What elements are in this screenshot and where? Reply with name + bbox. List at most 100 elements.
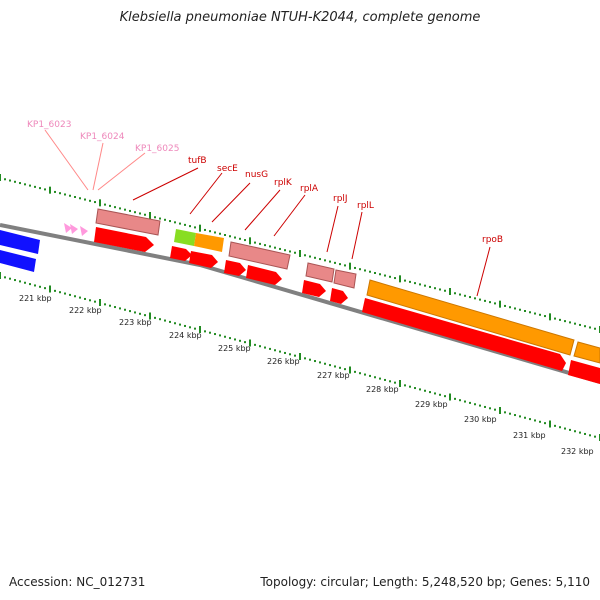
minor-tick [79, 197, 81, 200]
feature-rpoC-orange [573, 341, 600, 364]
major-tick [199, 326, 201, 333]
minor-tick [444, 289, 446, 292]
minor-tick [239, 237, 241, 240]
minor-tick [324, 362, 326, 365]
minor-tick [24, 183, 26, 186]
minor-tick [494, 302, 496, 305]
minor-tick [189, 326, 191, 329]
major-tick [49, 285, 51, 293]
minor-tick [304, 254, 306, 257]
minor-tick [334, 365, 336, 368]
minor-tick [519, 415, 521, 418]
gene-label-rplA: rplA [300, 184, 319, 194]
minor-tick [224, 234, 226, 236]
minor-tick [559, 318, 561, 321]
minor-tick [439, 288, 441, 291]
major-tick [149, 212, 151, 219]
minor-tick [389, 275, 391, 278]
minor-tick [194, 226, 196, 229]
minor-tick [319, 361, 321, 364]
minor-tick [59, 291, 61, 294]
minor-tick [294, 251, 296, 254]
minor-tick [574, 322, 576, 325]
minor-tick [4, 178, 6, 181]
minor-tick [424, 389, 426, 392]
minor-tick [69, 194, 71, 197]
gene-label-KP1_6023: KP1_6023 [27, 120, 71, 130]
kbp-axis-labels: 221 kbp 222 kbp 223 kbp 224 kbp 225 kbp … [19, 294, 594, 456]
minor-tick [434, 392, 436, 395]
minor-tick [379, 377, 381, 380]
gene-label-rplL: rplL [357, 201, 374, 211]
minor-tick [429, 391, 431, 394]
minor-tick [94, 201, 96, 204]
minor-tick [144, 213, 146, 216]
minor-tick [184, 324, 186, 327]
minor-tick [254, 241, 256, 244]
minor-tick [309, 255, 311, 258]
minor-tick [34, 185, 36, 188]
minor-tick [274, 349, 276, 352]
major-tick [349, 262, 351, 270]
minor-tick [14, 279, 16, 282]
minor-tick [204, 228, 206, 231]
minor-tick [214, 333, 216, 336]
cds-rplA [246, 265, 282, 285]
minor-tick [214, 231, 216, 234]
minor-tick [189, 225, 191, 228]
minor-tick [174, 322, 176, 325]
upper-tick-track [0, 174, 600, 333]
minor-tick [124, 308, 126, 311]
minor-tick [364, 269, 366, 272]
kbp-label: 224 kbp [169, 331, 202, 340]
minor-tick [29, 283, 31, 286]
minor-tick [319, 258, 321, 261]
gene-label-KP1_6025: KP1_6025 [135, 144, 179, 154]
minor-tick [444, 395, 446, 398]
minor-tick [474, 403, 476, 406]
minor-tick [504, 304, 506, 307]
minor-tick [394, 277, 396, 280]
kbp-label: 223 kbp [119, 318, 152, 327]
minor-tick [259, 345, 261, 348]
minor-tick [274, 246, 276, 249]
minor-tick [574, 430, 576, 433]
minor-tick [159, 318, 161, 321]
minor-tick [324, 259, 326, 262]
kbp-label: 226 kbp [267, 357, 300, 366]
minor-tick [79, 296, 81, 299]
major-tick [49, 186, 51, 194]
minor-tick [424, 284, 426, 287]
minor-tick [404, 279, 406, 282]
minor-tick [589, 434, 591, 437]
gene-label-KP1_6024: KP1_6024 [80, 132, 125, 142]
minor-tick [159, 217, 161, 220]
minor-tick [374, 376, 376, 379]
minor-tick [309, 358, 311, 361]
minor-tick [479, 298, 481, 301]
minor-tick [234, 338, 236, 341]
minor-tick [289, 353, 291, 356]
minor-tick [89, 199, 91, 202]
minor-tick [414, 282, 416, 285]
accession-text: Accession: NC_012731 [9, 575, 146, 589]
minor-tick [594, 327, 596, 330]
minor-tick [169, 320, 171, 323]
minor-tick [534, 419, 536, 422]
minor-tick [239, 339, 241, 342]
cds-nusG [189, 251, 218, 268]
minor-tick [454, 397, 456, 400]
minor-tick [284, 351, 286, 354]
minor-tick [244, 239, 246, 242]
minor-tick [334, 261, 336, 264]
minor-tick [344, 264, 346, 267]
minor-tick [464, 400, 466, 403]
lower-tick-track [0, 272, 600, 441]
minor-tick [304, 357, 306, 360]
major-tick [399, 380, 401, 387]
major-tick [99, 199, 101, 207]
major-tick [249, 339, 251, 347]
minor-tick [489, 301, 491, 304]
minor-tick [579, 431, 581, 434]
minor-tick [314, 360, 316, 363]
